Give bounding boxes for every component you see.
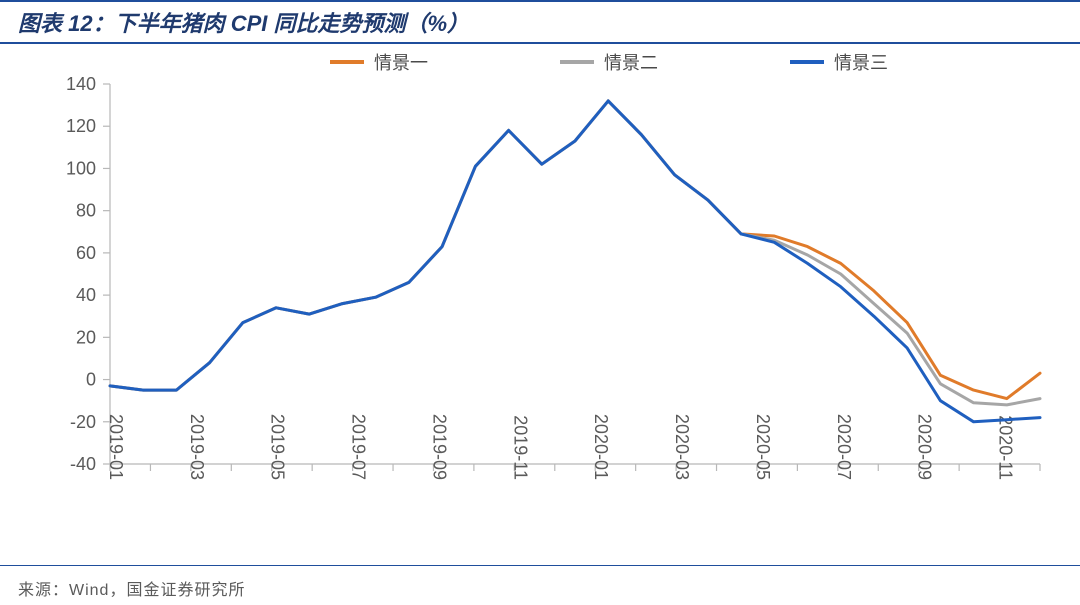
series-line-2 <box>110 101 1040 405</box>
series-line-1 <box>110 101 1040 399</box>
x-tick-label: 2019-05 <box>268 414 288 480</box>
chart-title: 图表 12：下半年猪肉 CPI 同比走势预测（%） <box>0 0 1080 44</box>
legend-label: 情景二 <box>604 53 658 73</box>
x-tick-label: 2020-11 <box>996 415 1016 480</box>
x-tick-label: 2019-01 <box>106 414 126 480</box>
y-tick-label: 40 <box>76 285 96 305</box>
series-line-3 <box>110 101 1040 422</box>
y-tick-label: 140 <box>66 74 96 94</box>
y-tick-label: 20 <box>76 327 96 347</box>
y-tick-label: 60 <box>76 243 96 263</box>
x-tick-label: 2020-03 <box>672 414 692 480</box>
y-tick-label: 120 <box>66 116 96 136</box>
y-tick-label: 0 <box>86 370 96 390</box>
x-tick-label: 2020-07 <box>834 414 854 480</box>
x-tick-label: 2020-01 <box>591 414 611 480</box>
x-tick-label: 2019-09 <box>429 414 449 480</box>
legend-label: 情景一 <box>374 53 428 73</box>
x-tick-label: 2020-05 <box>753 414 773 480</box>
y-tick-label: -20 <box>70 412 96 432</box>
chart-plot-area: 情景一 情景二 情景三 -40 -20 0 20 40 60 80 100 120 140 2019-01… <box>0 44 1080 564</box>
x-tick-label: 2019-11 <box>510 415 530 480</box>
y-tick-label: 80 <box>76 201 96 221</box>
y-tick-label: -40 <box>70 454 96 474</box>
legend-swatch <box>560 60 594 64</box>
chart-source: 来源：Wind，国金证券研究所 <box>0 565 1080 605</box>
x-tick-label: 2019-07 <box>349 414 369 480</box>
x-tick-label: 2019-03 <box>187 414 207 480</box>
legend-swatch <box>330 60 364 64</box>
y-tick-label: 100 <box>66 158 96 178</box>
x-tick-label: 2020-09 <box>915 414 935 480</box>
legend-swatch <box>790 60 824 64</box>
legend-label: 情景三 <box>834 53 888 73</box>
